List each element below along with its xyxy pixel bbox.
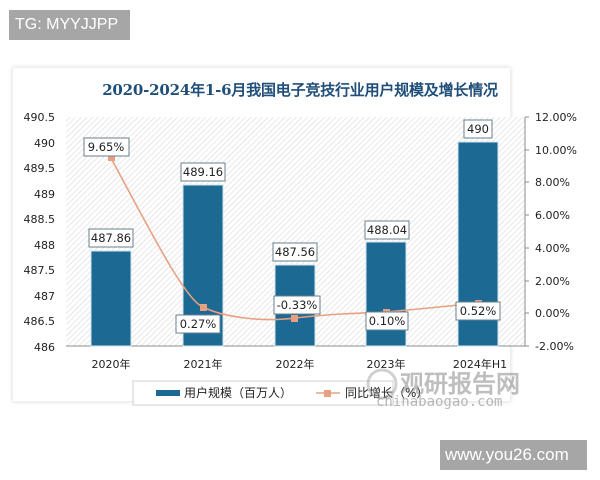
svg-text:488.04: 488.04 (367, 223, 407, 237)
svg-text:9.65%: 9.65% (88, 140, 125, 154)
svg-text:2023年: 2023年 (367, 357, 406, 371)
x-axis-categories: 2020年 2021年 2022年 2023年 2024年H1 (92, 357, 508, 371)
svg-text:487.56: 487.56 (275, 245, 315, 259)
svg-text:0.52%: 0.52% (460, 304, 497, 318)
chart-title: 2020-2024年1-6月我国电子竞技行业用户规模及增长情况 (102, 81, 498, 99)
svg-text:6.00%: 6.00% (535, 209, 570, 222)
bar-labels: 487.86 489.16 487.56 488.04 490 (88, 119, 493, 262)
svg-text:12.00%: 12.00% (535, 111, 577, 124)
svg-text:2.00%: 2.00% (535, 275, 570, 288)
svg-text:486: 486 (34, 341, 55, 354)
svg-text:0.10%: 0.10% (369, 314, 406, 328)
growth-line (111, 159, 479, 321)
legend-label-users: 用户规模（百万人） (184, 385, 292, 400)
svg-text:489.5: 489.5 (24, 162, 56, 175)
svg-text:487: 487 (34, 290, 55, 303)
svg-text:0.00%: 0.00% (535, 307, 570, 320)
svg-text:489.16: 489.16 (183, 165, 223, 179)
legend-bar-swatch-icon (156, 390, 180, 396)
bar-2020 (90, 250, 132, 347)
watermark-tag-bottom: www.you26.com (440, 440, 587, 470)
svg-text:2020年: 2020年 (92, 357, 131, 371)
svg-text:490: 490 (34, 137, 55, 150)
svg-text:486.5: 486.5 (24, 315, 56, 328)
svg-text:488: 488 (34, 239, 55, 252)
marker-2020 (108, 154, 115, 161)
svg-text:0.27%: 0.27% (180, 317, 217, 331)
svg-text:10.00%: 10.00% (535, 144, 577, 157)
brand-watermark: 观研报告网 chinabaogao.com (366, 368, 520, 410)
svg-text:观研报告网: 观研报告网 (400, 370, 520, 398)
svg-text:2022年: 2022年 (276, 357, 315, 371)
svg-text:490.5: 490.5 (24, 111, 56, 124)
marker-2021 (200, 304, 207, 311)
marker-2022 (291, 315, 298, 322)
svg-text:chinabaogao.com: chinabaogao.com (376, 394, 502, 410)
svg-text:487.86: 487.86 (91, 231, 131, 245)
legend: 用户规模（百万人） 同比增长（%） (132, 380, 428, 406)
right-axis: 12.00% 10.00% 8.00% 6.00% 4.00% 2.00% 0.… (525, 111, 577, 353)
svg-text:8.00%: 8.00% (535, 176, 570, 189)
svg-text:-2.00%: -2.00% (535, 340, 574, 353)
legend-label-growth: 同比增长（%） (345, 386, 428, 400)
svg-text:490: 490 (467, 122, 489, 136)
svg-text:2024年H1: 2024年H1 (453, 357, 507, 371)
left-axis: 490.5 490 489.5 489 488.5 488 487.5 487 … (24, 111, 56, 354)
svg-text:-0.33%: -0.33% (277, 298, 318, 312)
brand-logo-icon (366, 368, 398, 400)
svg-text:489: 489 (34, 188, 55, 201)
svg-text:4.00%: 4.00% (535, 242, 570, 255)
svg-text:488.5: 488.5 (24, 213, 56, 226)
line-labels: 9.65% 0.27% -0.33% 0.10% 0.52% (83, 137, 501, 334)
legend-line-swatch-icon (316, 390, 340, 397)
svg-text:487.5: 487.5 (24, 264, 56, 277)
watermark-tag-top: TG: MYYJJPP (9, 10, 130, 40)
svg-text:2021年: 2021年 (184, 357, 223, 371)
